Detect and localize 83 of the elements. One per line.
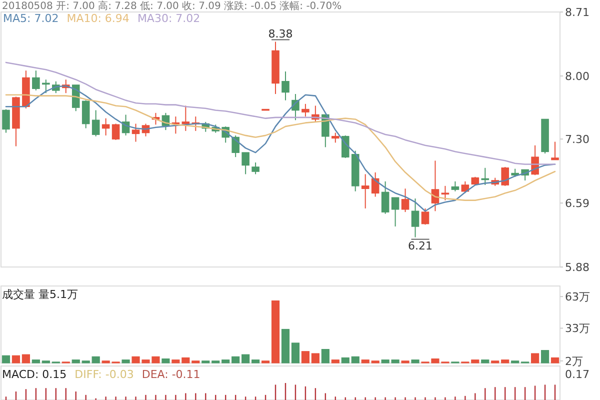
candlestick [501, 166, 509, 186]
bar [361, 360, 370, 364]
text: MA5: 7.02 [3, 12, 59, 25]
candlestick [391, 197, 400, 227]
bar [481, 360, 490, 364]
bar [550, 357, 560, 364]
y-tick-label: 7.30 [565, 133, 590, 146]
bar [32, 360, 40, 364]
candlestick [332, 132, 340, 144]
candlestick [82, 100, 90, 129]
bar [491, 360, 500, 364]
candlestick [401, 188, 410, 213]
candlestick [341, 134, 350, 158]
candlestick [441, 185, 450, 201]
bar [540, 350, 550, 364]
chart-title: 20180508 开: 7.00 高: 7.28 低: 7.00 收: 7.09 涨跌: -0.05 涨幅: -0.70% [2, 0, 342, 12]
bar [511, 360, 520, 364]
bar [232, 356, 240, 364]
candlestick [421, 208, 430, 226]
bar [92, 356, 100, 364]
y-tick-label: 2万 [565, 354, 583, 368]
bar [501, 360, 510, 364]
text: 0.17 [565, 368, 590, 381]
candlestick [2, 108, 10, 134]
text: DIFF: -0.03 [74, 368, 134, 381]
chart-title: 成交量 量5.1万 [2, 288, 78, 301]
candlestick [302, 103, 310, 118]
bar [351, 356, 360, 364]
bar [321, 348, 330, 364]
candlestick [32, 70, 40, 91]
candlestick [182, 105, 190, 132]
bar [271, 300, 280, 364]
bar [531, 353, 540, 364]
bar [12, 355, 20, 364]
bar [82, 360, 90, 364]
bar [331, 360, 340, 364]
bar [212, 360, 220, 364]
candlestick [232, 134, 240, 158]
y-tick-label: 63万 [565, 290, 590, 304]
candlestick [282, 70, 290, 101]
candlestick [252, 162, 260, 175]
candlestick [361, 174, 370, 209]
y-tick-label: 6.59 [565, 197, 590, 210]
text: MA30: 7.02 [137, 12, 200, 25]
bar [291, 342, 300, 364]
chart-title: MACD: 0.15 [2, 368, 67, 381]
bar [42, 360, 50, 364]
candlestick [411, 198, 420, 238]
y-tick-label: 33万 [565, 322, 590, 336]
bar [22, 354, 30, 364]
candlestick [242, 152, 250, 175]
bar [261, 360, 270, 364]
bar [202, 360, 210, 364]
candlestick [112, 123, 120, 140]
bar [252, 360, 260, 364]
candlestick [92, 110, 100, 137]
bar [2, 355, 10, 364]
bar [471, 360, 480, 364]
annotation: 8.38 [268, 28, 293, 41]
bar [72, 360, 80, 364]
y-tick-label: 8.71 [565, 6, 590, 19]
y-tick-label: 5.88 [565, 261, 590, 274]
bar [371, 360, 380, 364]
candlestick [381, 180, 390, 214]
text: DEA: -0.11 [142, 368, 200, 381]
bar [411, 360, 420, 364]
annotation: 6.21 [408, 239, 433, 252]
candlestick [102, 118, 110, 136]
bar [401, 360, 410, 364]
candlestick [132, 123, 140, 142]
text: MA10: 6.94 [66, 12, 130, 25]
bar [192, 360, 200, 364]
bar [122, 360, 130, 364]
candlestick [451, 180, 460, 192]
bar [162, 358, 170, 364]
y-tick-label: 8.00 [565, 70, 590, 83]
bar [311, 353, 320, 364]
bar [281, 328, 290, 364]
bar [341, 357, 350, 364]
bar [301, 351, 310, 364]
bar [222, 360, 230, 364]
bar [242, 354, 250, 364]
candlestick [551, 141, 559, 160]
